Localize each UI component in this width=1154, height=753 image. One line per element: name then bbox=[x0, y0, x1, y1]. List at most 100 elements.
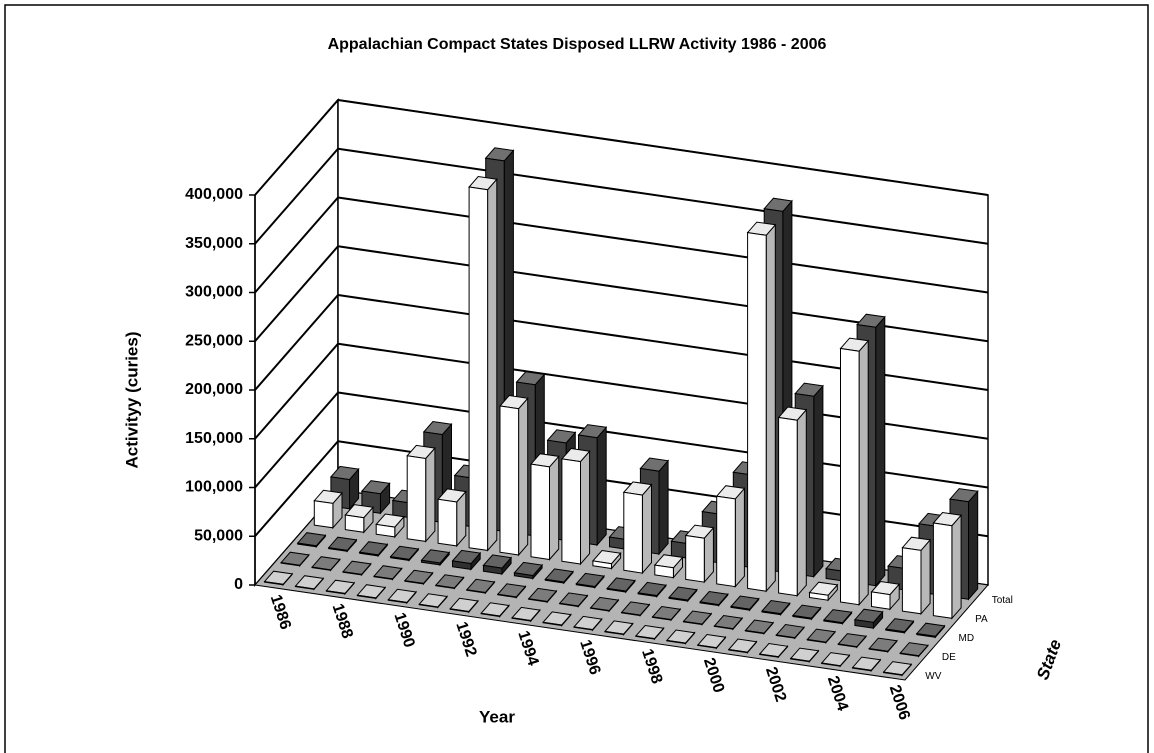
bar-front bbox=[342, 571, 363, 576]
bar-front bbox=[313, 500, 334, 529]
bar-side bbox=[549, 455, 560, 561]
bar bbox=[820, 652, 851, 668]
bar-front bbox=[652, 616, 672, 621]
bar bbox=[668, 586, 698, 603]
bar-front bbox=[418, 603, 439, 608]
bar bbox=[634, 624, 665, 641]
bar-front bbox=[311, 566, 332, 571]
bar bbox=[496, 583, 527, 599]
bar-side bbox=[968, 489, 979, 601]
bar bbox=[263, 570, 294, 587]
bar bbox=[527, 587, 558, 604]
bar-side bbox=[875, 315, 886, 588]
chart-title: Appalachian Compact States Disposed LLRW… bbox=[328, 36, 827, 53]
bar-front bbox=[264, 581, 284, 586]
grid-line bbox=[254, 343, 339, 440]
bar bbox=[746, 221, 777, 593]
bar bbox=[915, 622, 946, 639]
bar-front bbox=[404, 580, 424, 585]
bar bbox=[294, 575, 325, 591]
bar bbox=[389, 545, 420, 562]
legend-label: PA bbox=[975, 614, 988, 625]
y-tick-label: 150,000 bbox=[185, 430, 243, 447]
bar bbox=[822, 609, 853, 626]
bar-front bbox=[373, 575, 393, 580]
bar bbox=[777, 406, 808, 598]
bar-front bbox=[559, 602, 579, 608]
bar bbox=[434, 574, 465, 590]
bar-front bbox=[775, 634, 796, 639]
y-axis-title: Activityy (curies) bbox=[122, 332, 141, 469]
bar bbox=[530, 453, 560, 561]
bar bbox=[651, 605, 682, 622]
bar bbox=[791, 604, 822, 621]
bar-front bbox=[728, 648, 748, 654]
bar-front bbox=[344, 514, 365, 533]
bar bbox=[604, 620, 634, 636]
bar-front bbox=[790, 657, 810, 663]
legend-label: Total bbox=[992, 595, 1013, 606]
bar-side bbox=[518, 396, 529, 557]
bar-side bbox=[765, 223, 776, 593]
bar bbox=[499, 394, 529, 557]
bar bbox=[418, 593, 448, 609]
y-tick-label: 200,000 bbox=[185, 381, 243, 398]
bar-front bbox=[295, 585, 315, 590]
bar bbox=[870, 580, 901, 611]
bar bbox=[313, 489, 343, 530]
bar-front bbox=[406, 455, 427, 542]
bar-front bbox=[592, 560, 612, 570]
bar bbox=[406, 444, 436, 543]
bar bbox=[327, 536, 358, 553]
bar bbox=[280, 551, 310, 568]
y-tick-label: 100,000 bbox=[185, 479, 243, 496]
bar-front bbox=[390, 556, 410, 561]
bar-front bbox=[590, 607, 610, 612]
y-tick-label: 0 bbox=[234, 576, 243, 593]
bar-front bbox=[697, 644, 717, 649]
bar bbox=[637, 581, 667, 598]
bar-front bbox=[699, 601, 720, 607]
bar bbox=[761, 599, 791, 617]
bar bbox=[387, 588, 417, 605]
bar bbox=[620, 601, 651, 617]
bar bbox=[839, 337, 870, 607]
grid-line bbox=[254, 196, 339, 294]
bar-front bbox=[713, 625, 734, 630]
bar-front bbox=[792, 614, 812, 620]
bar bbox=[715, 485, 746, 588]
bar-front bbox=[840, 347, 860, 606]
legend-label: DE bbox=[942, 652, 956, 663]
bar bbox=[853, 608, 884, 630]
bar bbox=[373, 565, 403, 581]
bar bbox=[311, 556, 341, 572]
bar-front bbox=[852, 667, 872, 672]
bar-front bbox=[511, 617, 532, 622]
y-tick-label: 250,000 bbox=[185, 332, 243, 349]
bar-front bbox=[916, 633, 936, 638]
bar-side bbox=[580, 449, 591, 566]
bar-front bbox=[530, 463, 550, 561]
bar-front bbox=[868, 648, 889, 653]
bar-front bbox=[375, 523, 396, 538]
bar-front bbox=[885, 628, 905, 634]
bar-side bbox=[658, 459, 669, 556]
bar bbox=[789, 647, 820, 664]
grid-line bbox=[254, 148, 339, 245]
bar bbox=[868, 637, 898, 654]
grid-line bbox=[337, 147, 989, 245]
bar bbox=[622, 481, 653, 575]
bar bbox=[806, 628, 836, 645]
bar-front bbox=[821, 662, 841, 667]
bar bbox=[884, 618, 915, 635]
bar-front bbox=[730, 605, 751, 611]
bar-front bbox=[561, 458, 581, 565]
y-tick-label: 50,000 bbox=[194, 527, 243, 544]
bar-side bbox=[425, 446, 436, 543]
bar bbox=[882, 661, 913, 677]
y-tick-label: 400,000 bbox=[185, 186, 243, 203]
bar bbox=[575, 572, 605, 589]
bar-front bbox=[328, 547, 348, 552]
bar-side bbox=[951, 513, 962, 620]
bar bbox=[730, 595, 760, 612]
